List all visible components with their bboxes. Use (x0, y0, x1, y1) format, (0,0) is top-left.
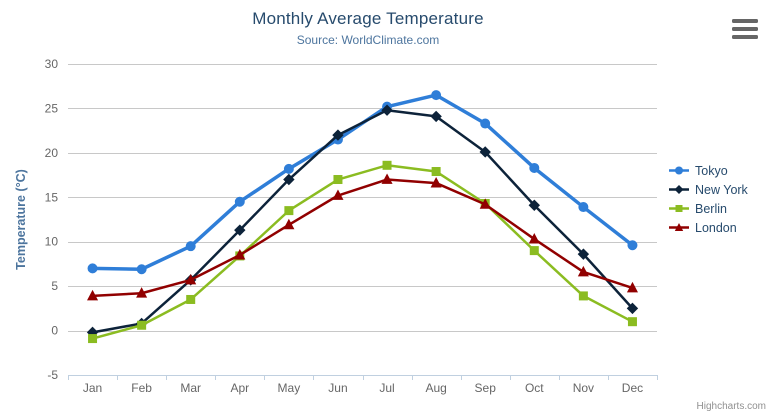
data-point-marker[interactable] (137, 320, 147, 330)
data-point-marker[interactable] (185, 273, 197, 285)
hamburger-icon (732, 35, 758, 39)
x-axis-tick-label: Mar (180, 381, 201, 395)
data-point-marker[interactable] (577, 265, 589, 277)
data-point-marker[interactable] (430, 176, 442, 188)
data-point-marker[interactable] (87, 289, 99, 301)
x-axis-tick-label: Aug (425, 381, 446, 395)
data-point-marker[interactable] (528, 199, 540, 211)
x-axis-tick-label: Jun (328, 381, 347, 395)
series-london[interactable] (87, 173, 638, 301)
data-point-marker[interactable] (185, 241, 196, 252)
data-point-marker[interactable] (626, 302, 639, 315)
y-axis-tick-label: 15 (45, 190, 59, 204)
series-berlin[interactable] (88, 160, 637, 344)
series-new-york[interactable] (86, 104, 639, 339)
legend-marker-diamond-icon (669, 185, 689, 194)
data-point-marker[interactable] (578, 202, 589, 213)
data-point-marker[interactable] (529, 246, 539, 256)
data-point-marker[interactable] (283, 163, 294, 174)
data-point-marker[interactable] (577, 248, 590, 260)
credits-link[interactable]: Highcharts.com (696, 401, 766, 412)
data-point-marker[interactable] (381, 173, 393, 184)
data-point-marker[interactable] (332, 129, 344, 141)
data-point-marker[interactable] (529, 162, 540, 173)
legend-marker-circle-icon (669, 166, 689, 175)
x-axis-tick-label: Jul (379, 381, 394, 395)
x-axis-tick-label: Nov (573, 381, 594, 395)
data-point-marker[interactable] (87, 263, 98, 274)
data-point-marker[interactable] (479, 146, 491, 158)
y-axis-tick-label: 30 (45, 57, 59, 71)
chart-subtitle: Source: WorldClimate.com (296, 33, 440, 47)
data-point-marker[interactable] (479, 198, 491, 209)
y-axis-title: Temperature (°C) (14, 169, 28, 270)
data-point-marker[interactable] (382, 160, 392, 170)
y-axis-tick-label: -5 (47, 368, 58, 382)
legend-label: Tokyo (695, 163, 728, 178)
data-point-marker[interactable] (627, 240, 638, 251)
data-point-marker[interactable] (88, 334, 98, 344)
data-point-marker[interactable] (480, 118, 491, 129)
data-point-marker[interactable] (234, 248, 246, 260)
data-point-marker[interactable] (430, 110, 442, 123)
data-point-marker[interactable] (381, 104, 393, 116)
data-point-marker[interactable] (332, 189, 344, 200)
data-point-marker[interactable] (627, 317, 637, 327)
x-axis-tick-label: Apr (230, 381, 249, 395)
data-point-marker[interactable] (528, 232, 540, 244)
legend-marker-triangle-icon (669, 223, 689, 231)
y-axis-tick-label: 0 (51, 324, 58, 338)
legend-label: Berlin (695, 201, 727, 216)
legend: Tokyo New York Berlin London (668, 161, 748, 237)
data-point-marker[interactable] (136, 287, 148, 298)
chart-title: Monthly Average Temperature (252, 9, 484, 28)
data-point-marker[interactable] (283, 218, 295, 230)
data-point-marker[interactable] (626, 281, 638, 293)
series-line-tokyo[interactable] (90, 93, 635, 272)
data-point-marker[interactable] (431, 167, 441, 177)
legend-item-berlin[interactable]: Berlin (668, 199, 748, 218)
hamburger-icon (732, 27, 758, 31)
legend-item-london[interactable]: London (668, 218, 748, 237)
data-point-marker[interactable] (234, 224, 246, 236)
data-point-marker[interactable] (283, 173, 295, 186)
legend-label: London (695, 220, 737, 235)
legend-marker-square-icon (669, 205, 689, 212)
legend-label: New York (695, 182, 748, 197)
y-axis-tick-label: 10 (45, 235, 59, 249)
hamburger-icon (732, 19, 758, 23)
series-line-berlin[interactable] (91, 164, 634, 340)
data-point-marker[interactable] (186, 294, 196, 304)
y-axis-tick-label: 20 (45, 146, 59, 160)
series-line-london[interactable] (91, 178, 634, 298)
export-menu-button[interactable] (732, 18, 758, 40)
y-axis-tick-label: 25 (45, 101, 59, 115)
x-axis-tick-label: Jan (83, 381, 102, 395)
series-line-new-york[interactable] (91, 108, 634, 334)
data-point-marker[interactable] (284, 206, 294, 216)
legend-item-new-york[interactable]: New York (668, 180, 748, 199)
data-point-marker[interactable] (578, 291, 588, 301)
y-axis-tick-label: 5 (51, 279, 58, 293)
x-axis-tick-label: Oct (525, 381, 544, 395)
x-axis-tick-label: Feb (131, 381, 152, 395)
x-axis-tick-label: Dec (622, 381, 643, 395)
data-point-marker[interactable] (333, 175, 343, 185)
x-axis-tick-label: May (278, 381, 301, 395)
data-point-marker[interactable] (431, 90, 442, 101)
data-point-marker[interactable] (136, 264, 147, 275)
series-tokyo[interactable] (87, 90, 638, 275)
data-point-marker[interactable] (234, 196, 245, 207)
x-axis-tick-label: Sep (475, 381, 497, 395)
legend-item-tokyo[interactable]: Tokyo (668, 161, 748, 180)
